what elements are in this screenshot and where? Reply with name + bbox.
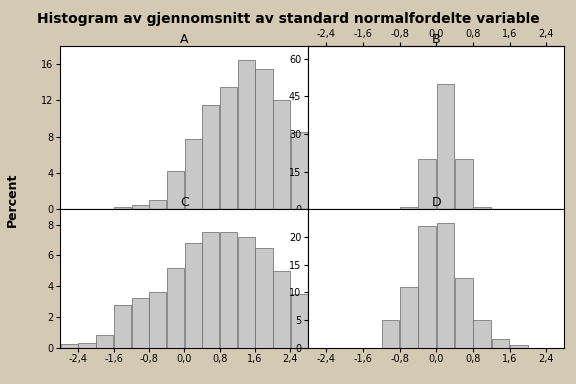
Bar <box>273 271 290 348</box>
Bar <box>60 344 78 348</box>
Text: B: B <box>432 33 441 46</box>
Bar <box>220 87 237 209</box>
Bar <box>202 232 219 348</box>
Bar <box>400 287 418 348</box>
Bar <box>473 207 491 209</box>
Bar <box>238 237 255 348</box>
Bar <box>437 223 454 348</box>
Bar <box>510 345 528 348</box>
Bar <box>418 159 436 209</box>
Bar <box>96 335 113 348</box>
Bar <box>167 171 184 209</box>
Bar <box>382 320 399 348</box>
Bar <box>473 320 491 348</box>
Bar <box>255 69 272 209</box>
Bar <box>149 292 166 348</box>
Bar <box>202 105 219 209</box>
Bar <box>291 132 308 209</box>
Bar <box>400 207 418 209</box>
Bar <box>437 84 454 209</box>
Text: C: C <box>180 196 189 209</box>
Bar <box>238 60 255 209</box>
Bar <box>220 232 237 348</box>
Bar <box>455 159 473 209</box>
Text: D: D <box>431 196 441 209</box>
Bar <box>184 139 202 209</box>
Text: A: A <box>180 33 188 46</box>
Bar <box>255 248 272 348</box>
Bar <box>149 200 166 209</box>
Bar <box>184 243 202 348</box>
Bar <box>131 298 149 348</box>
Bar <box>78 343 96 348</box>
Bar <box>418 226 436 348</box>
Bar <box>114 305 131 348</box>
Bar <box>131 205 149 209</box>
Bar <box>167 268 184 348</box>
Bar <box>455 278 473 348</box>
Text: Percent: Percent <box>6 172 19 227</box>
Text: Histogram av gjennomsnitt av standard normalfordelte variable: Histogram av gjennomsnitt av standard no… <box>37 12 539 26</box>
Bar <box>114 207 131 209</box>
Bar <box>273 101 290 209</box>
Bar <box>291 294 308 348</box>
Bar <box>491 339 509 348</box>
